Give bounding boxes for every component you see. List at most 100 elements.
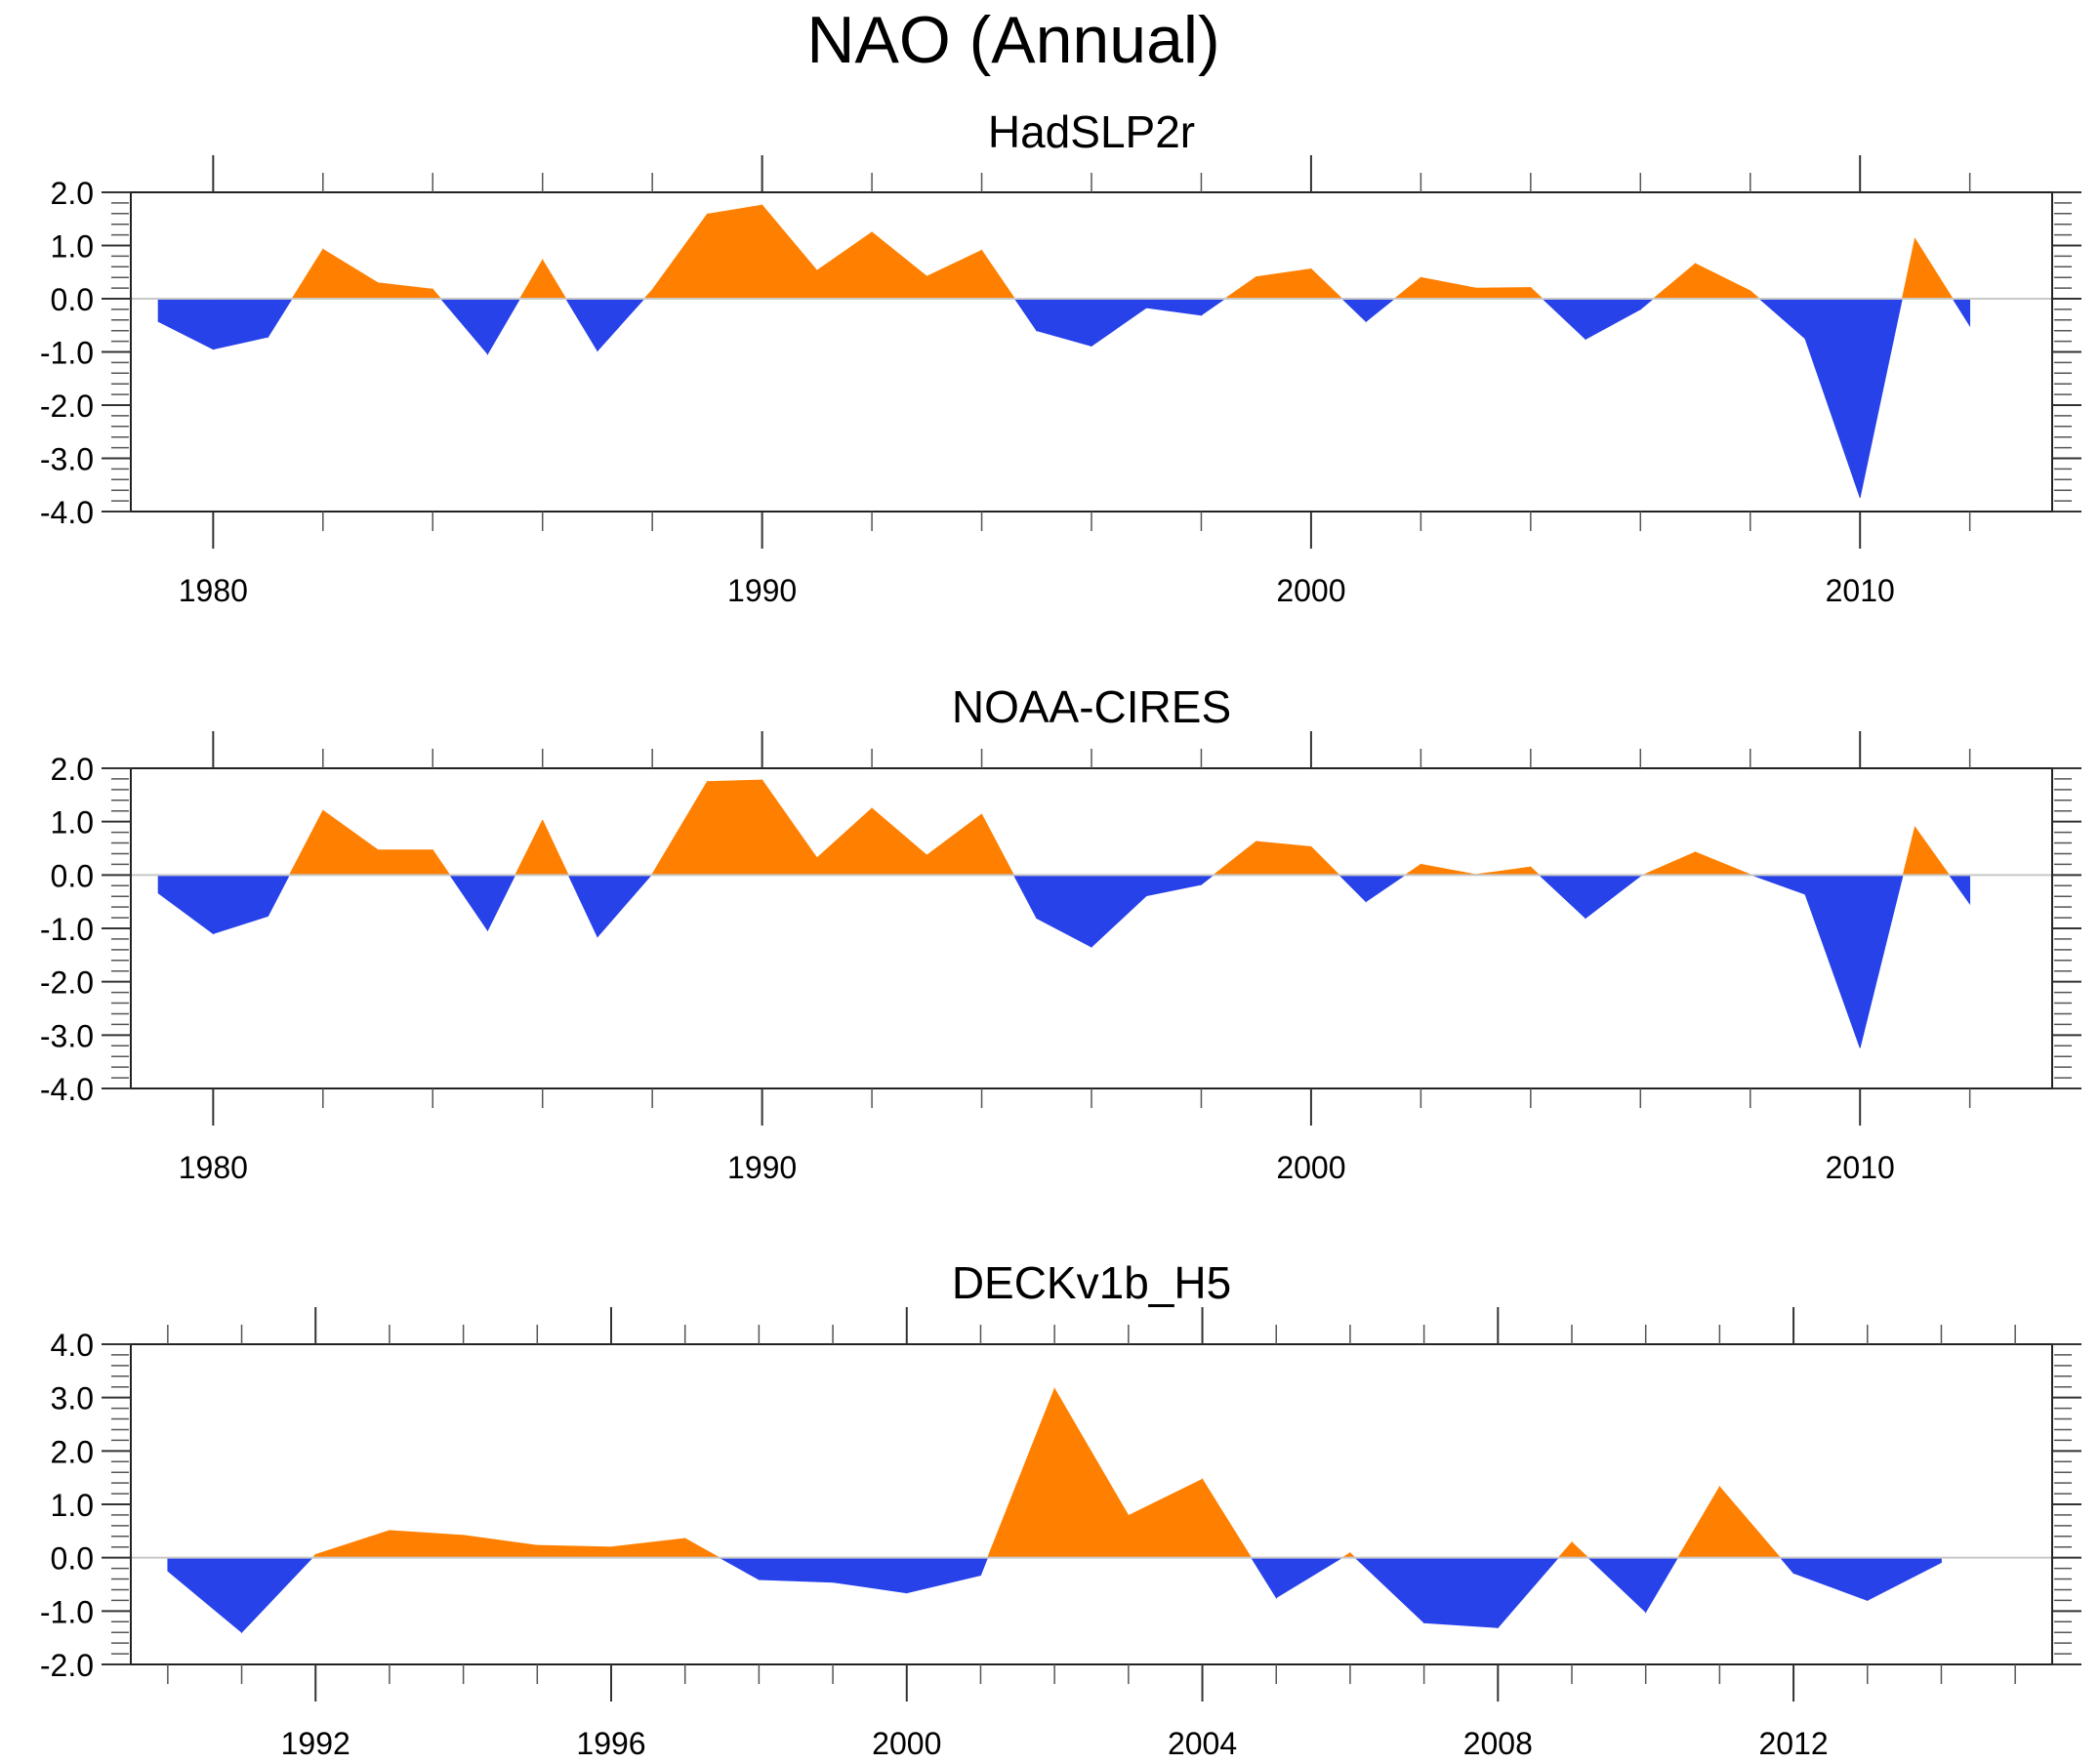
positive-area-segment bbox=[987, 1388, 1055, 1559]
positive-area-segment bbox=[926, 249, 982, 300]
panel-title: HadSLP2r bbox=[988, 106, 1195, 157]
negative-area-segment bbox=[758, 1557, 834, 1583]
positive-area-segment bbox=[536, 1544, 612, 1559]
positive-area-segment bbox=[871, 807, 927, 876]
positive-area-segment bbox=[1212, 841, 1257, 876]
positive-area-segment bbox=[1750, 289, 1761, 300]
panel-title: NOAA-CIRES bbox=[952, 681, 1231, 732]
negative-area-segment bbox=[449, 874, 488, 932]
positive-area-segment bbox=[515, 819, 544, 876]
positive-area-segment bbox=[322, 809, 379, 876]
positive-area-segment bbox=[871, 231, 927, 300]
positive-area-segment bbox=[288, 810, 324, 876]
positive-area-segment bbox=[981, 813, 1015, 876]
negative-area-segment bbox=[439, 298, 488, 355]
negative-area-segment bbox=[157, 874, 214, 935]
positive-area-segment bbox=[518, 258, 544, 300]
figure-title: NAO (Annual) bbox=[806, 3, 1219, 77]
negative-area-segment bbox=[565, 298, 598, 352]
negative-area-segment bbox=[1275, 1557, 1344, 1599]
negative-area-segment bbox=[268, 874, 291, 917]
negative-area-segment bbox=[1036, 874, 1092, 948]
y-tick-label: -4.0 bbox=[40, 495, 94, 530]
panel-title: DECKv1b_H5 bbox=[952, 1257, 1231, 1308]
negative-area-segment bbox=[1751, 874, 1806, 895]
panel-noaa-cires: NOAA-CIRES 2.0 1.0 0.0 -1.0 -2.0 -3.0 -4.0 1980… bbox=[40, 681, 2081, 1185]
negative-area-segment bbox=[1586, 1557, 1647, 1614]
y-tick-label: 1.0 bbox=[51, 1488, 94, 1523]
x-tick-label: 2012 bbox=[1758, 1726, 1828, 1761]
positive-area-segment bbox=[377, 282, 433, 300]
positive-area-segment bbox=[1310, 845, 1340, 876]
negative-area-segment bbox=[1250, 1557, 1277, 1600]
x-tick-label: 2000 bbox=[872, 1726, 941, 1761]
y-tick-label: -1.0 bbox=[40, 912, 94, 947]
negative-area-segment bbox=[1423, 1557, 1499, 1628]
negative-area-segment bbox=[1639, 298, 1655, 310]
positive-area-segment bbox=[642, 288, 653, 300]
negative-area-segment bbox=[157, 298, 214, 350]
positive-area-segment bbox=[1420, 276, 1476, 300]
positive-area-segment bbox=[1475, 866, 1532, 876]
negative-area-segment bbox=[212, 298, 268, 350]
positive-area-segment bbox=[1404, 863, 1421, 876]
positive-area-segment bbox=[1718, 1485, 1782, 1559]
y-tick-label: 2.0 bbox=[51, 752, 94, 787]
y-tick-label: -4.0 bbox=[40, 1072, 94, 1107]
positive-area-segment bbox=[463, 1535, 538, 1559]
y-tick-label: -2.0 bbox=[40, 965, 94, 1001]
positive-area-segment bbox=[1901, 238, 1915, 300]
negative-area-segment bbox=[1091, 298, 1147, 348]
y-tick-label: 0.0 bbox=[51, 1541, 94, 1577]
positive-area-segment bbox=[314, 1530, 391, 1559]
positive-area-segment bbox=[816, 231, 873, 300]
negative-area-segment bbox=[1779, 1557, 1794, 1575]
positive-area-segment bbox=[1915, 825, 1951, 876]
negative-area-segment bbox=[1091, 874, 1147, 949]
x-tick-label: 2000 bbox=[1276, 573, 1345, 608]
x-tick-label: 1996 bbox=[576, 1726, 645, 1761]
negative-area-segment bbox=[1354, 1557, 1425, 1624]
positive-area-segment bbox=[1128, 1478, 1203, 1559]
positive-area-segment bbox=[1530, 286, 1544, 300]
positive-area-segment bbox=[1571, 1540, 1589, 1559]
negative-area-segment bbox=[1036, 298, 1092, 348]
negative-area-segment bbox=[567, 874, 598, 937]
negative-area-segment bbox=[1585, 298, 1641, 341]
negative-area-segment bbox=[597, 874, 653, 938]
positive-area-segment bbox=[1557, 1540, 1573, 1559]
negative-area-segment bbox=[212, 874, 268, 935]
negative-area-segment bbox=[1340, 298, 1367, 323]
x-tick-label: 1992 bbox=[281, 1726, 350, 1761]
negative-area-segment bbox=[1804, 874, 1861, 1048]
negative-area-segment bbox=[1585, 874, 1641, 920]
positive-area-segment bbox=[707, 779, 763, 876]
positive-area-segment bbox=[762, 203, 818, 300]
y-tick-label: 0.0 bbox=[51, 282, 94, 317]
positive-area-segment bbox=[1223, 275, 1257, 300]
negative-area-segment bbox=[1952, 298, 1971, 328]
positive-area-segment bbox=[377, 849, 433, 876]
y-tick-label: 1.0 bbox=[51, 805, 94, 841]
negative-area-segment bbox=[1145, 298, 1202, 316]
y-tick-label: -2.0 bbox=[40, 389, 94, 424]
positive-area-segment bbox=[816, 807, 873, 876]
negative-area-segment bbox=[1538, 874, 1586, 920]
negative-area-segment bbox=[832, 1557, 908, 1594]
negative-area-segment bbox=[1859, 874, 1904, 1048]
negative-area-segment bbox=[597, 298, 645, 352]
y-tick-label: 3.0 bbox=[51, 1381, 94, 1416]
positive-area-segment bbox=[926, 813, 982, 876]
negative-area-segment bbox=[167, 1557, 242, 1634]
positive-area-segment bbox=[707, 204, 763, 300]
positive-area-segment bbox=[1695, 263, 1751, 300]
negative-area-segment bbox=[487, 298, 521, 356]
positive-area-segment bbox=[651, 780, 708, 876]
positive-area-segment bbox=[762, 778, 818, 876]
x-tick-label: 1990 bbox=[727, 1150, 797, 1185]
positive-area-segment bbox=[684, 1538, 721, 1559]
negative-area-segment bbox=[1792, 1557, 1869, 1601]
negative-area-segment bbox=[1338, 874, 1367, 903]
y-tick-label: 2.0 bbox=[51, 1434, 94, 1469]
